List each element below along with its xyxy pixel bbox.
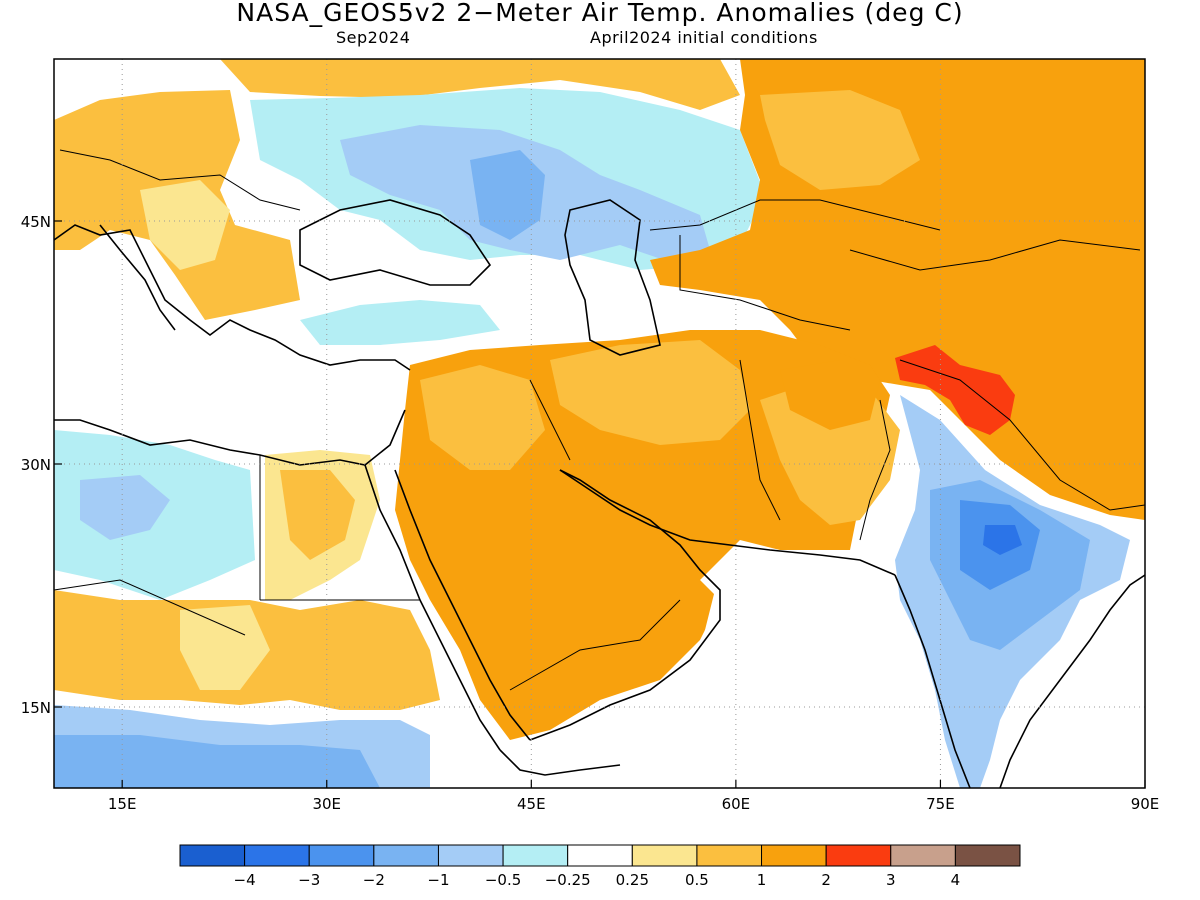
colorbar-label: 3	[886, 871, 896, 889]
border-central-asia	[679, 235, 851, 331]
anomaly-region-iran-lighter	[550, 340, 750, 445]
anomaly-region-egypt-warm	[280, 470, 355, 560]
colorbar-swatch	[954, 844, 1021, 867]
lon-tick-label: 75E	[926, 795, 955, 813]
anomaly-region-north-warm	[220, 59, 740, 110]
anomaly-region-arabian-sea-neutral	[600, 555, 940, 788]
anomaly-region-anatolia-cool	[300, 300, 500, 345]
lon-tick-label: 60E	[722, 795, 751, 813]
map-frame	[53, 58, 1146, 789]
lon-tick-label: 90E	[1131, 795, 1160, 813]
anomaly-region-iraq-lighter	[420, 365, 545, 470]
anomaly-region-libya-cooler	[80, 475, 170, 540]
coastline-italy	[99, 224, 176, 331]
lat-lon-grid	[54, 59, 1145, 788]
border-india-china	[899, 359, 1145, 511]
coastline-india	[894, 574, 971, 788]
colorbar-label: −2	[363, 871, 385, 889]
lat-tick-label: 45N	[21, 213, 51, 231]
colorbar-swatch	[502, 844, 569, 867]
forecast-month: Sep2024	[336, 28, 411, 47]
coastline-europe	[54, 224, 411, 371]
border-saudi-yemen	[509, 599, 681, 691]
anomaly-region-sahel-yellow	[180, 605, 270, 690]
coastline-bay-of-bengal	[999, 574, 1145, 788]
anomaly-region-volga-cooler	[470, 150, 545, 240]
colorbar: −4 −3 −2 −1 −0.5 −0.25 0.25 0.5 1 2 3 4	[179, 844, 1021, 889]
colorbar-swatch	[890, 844, 956, 867]
colorbar-label: 0.25	[616, 871, 649, 889]
anomaly-region-balkans-yellow	[140, 180, 230, 270]
colorbar-swatch	[696, 844, 763, 867]
colorbar-swatch	[631, 844, 698, 867]
colorbar-swatch	[308, 844, 375, 867]
lon-tick-label: 15E	[108, 795, 137, 813]
initial-conditions-label: April2024 initial conditions	[590, 28, 818, 47]
border-mongolia-china	[849, 239, 1141, 271]
anomaly-region-himalaya-hot	[895, 345, 1015, 435]
anomaly-region-central-africa-cooler	[54, 735, 380, 788]
colorbar-swatch	[244, 844, 310, 867]
coastline-caspian	[564, 199, 661, 356]
colorbar-label: −1	[427, 871, 449, 889]
coastline-red-sea-west	[364, 464, 501, 751]
colorbar-label: −3	[298, 871, 320, 889]
coastline-arabia	[529, 469, 721, 741]
border-europe	[59, 149, 301, 211]
colorbar-label: −4	[234, 871, 256, 889]
map-axes: 15E 30E 45E 60E 75E 90E 15N 30N 45N	[21, 213, 1160, 813]
colorbar-label: −0.5	[485, 871, 521, 889]
colorbar-swatch	[373, 844, 439, 867]
colorbar-swatch	[761, 844, 827, 867]
colorbar-label: 0.5	[685, 871, 709, 889]
colorbar-label: 4	[951, 871, 961, 889]
border-iraq-iran	[529, 379, 571, 461]
country-borders	[54, 149, 1145, 691]
lon-tick-label: 30E	[312, 795, 341, 813]
colorbar-swatch	[825, 844, 892, 867]
lat-tick-label: 15N	[21, 699, 51, 717]
coastline-horn-of-africa	[499, 749, 621, 776]
colorbar-swatch	[567, 844, 633, 867]
lat-tick-label: 30N	[21, 456, 51, 474]
coastline-red-sea-east	[394, 469, 531, 741]
colorbar-label: 1	[757, 871, 767, 889]
colorbar-label: −0.25	[545, 871, 591, 889]
map-title: NASA_GEOS5v2 2−Meter Air Temp. Anomalies…	[236, 0, 964, 27]
border-kazakhstan-russia	[649, 199, 941, 231]
colorbar-swatch	[437, 844, 504, 867]
border-pakistan-india	[859, 399, 891, 541]
coastline-black-sea	[299, 199, 492, 286]
anomaly-region-india-core	[983, 525, 1022, 555]
anomaly-region-central-asia-warm	[650, 59, 1145, 520]
anomaly-region-mongolia-lighter	[760, 90, 920, 190]
coastlines	[54, 199, 1145, 788]
coastline-persian-gulf	[559, 469, 896, 576]
border-libya-chad	[54, 579, 246, 636]
anomaly-region-afghanistan-hot	[780, 360, 880, 430]
border-iran-afghanistan	[739, 359, 781, 521]
lon-tick-label: 45E	[517, 795, 546, 813]
coastline-north-africa	[54, 409, 406, 466]
colorbar-label: 2	[821, 871, 831, 889]
colorbar-swatch	[179, 844, 246, 867]
